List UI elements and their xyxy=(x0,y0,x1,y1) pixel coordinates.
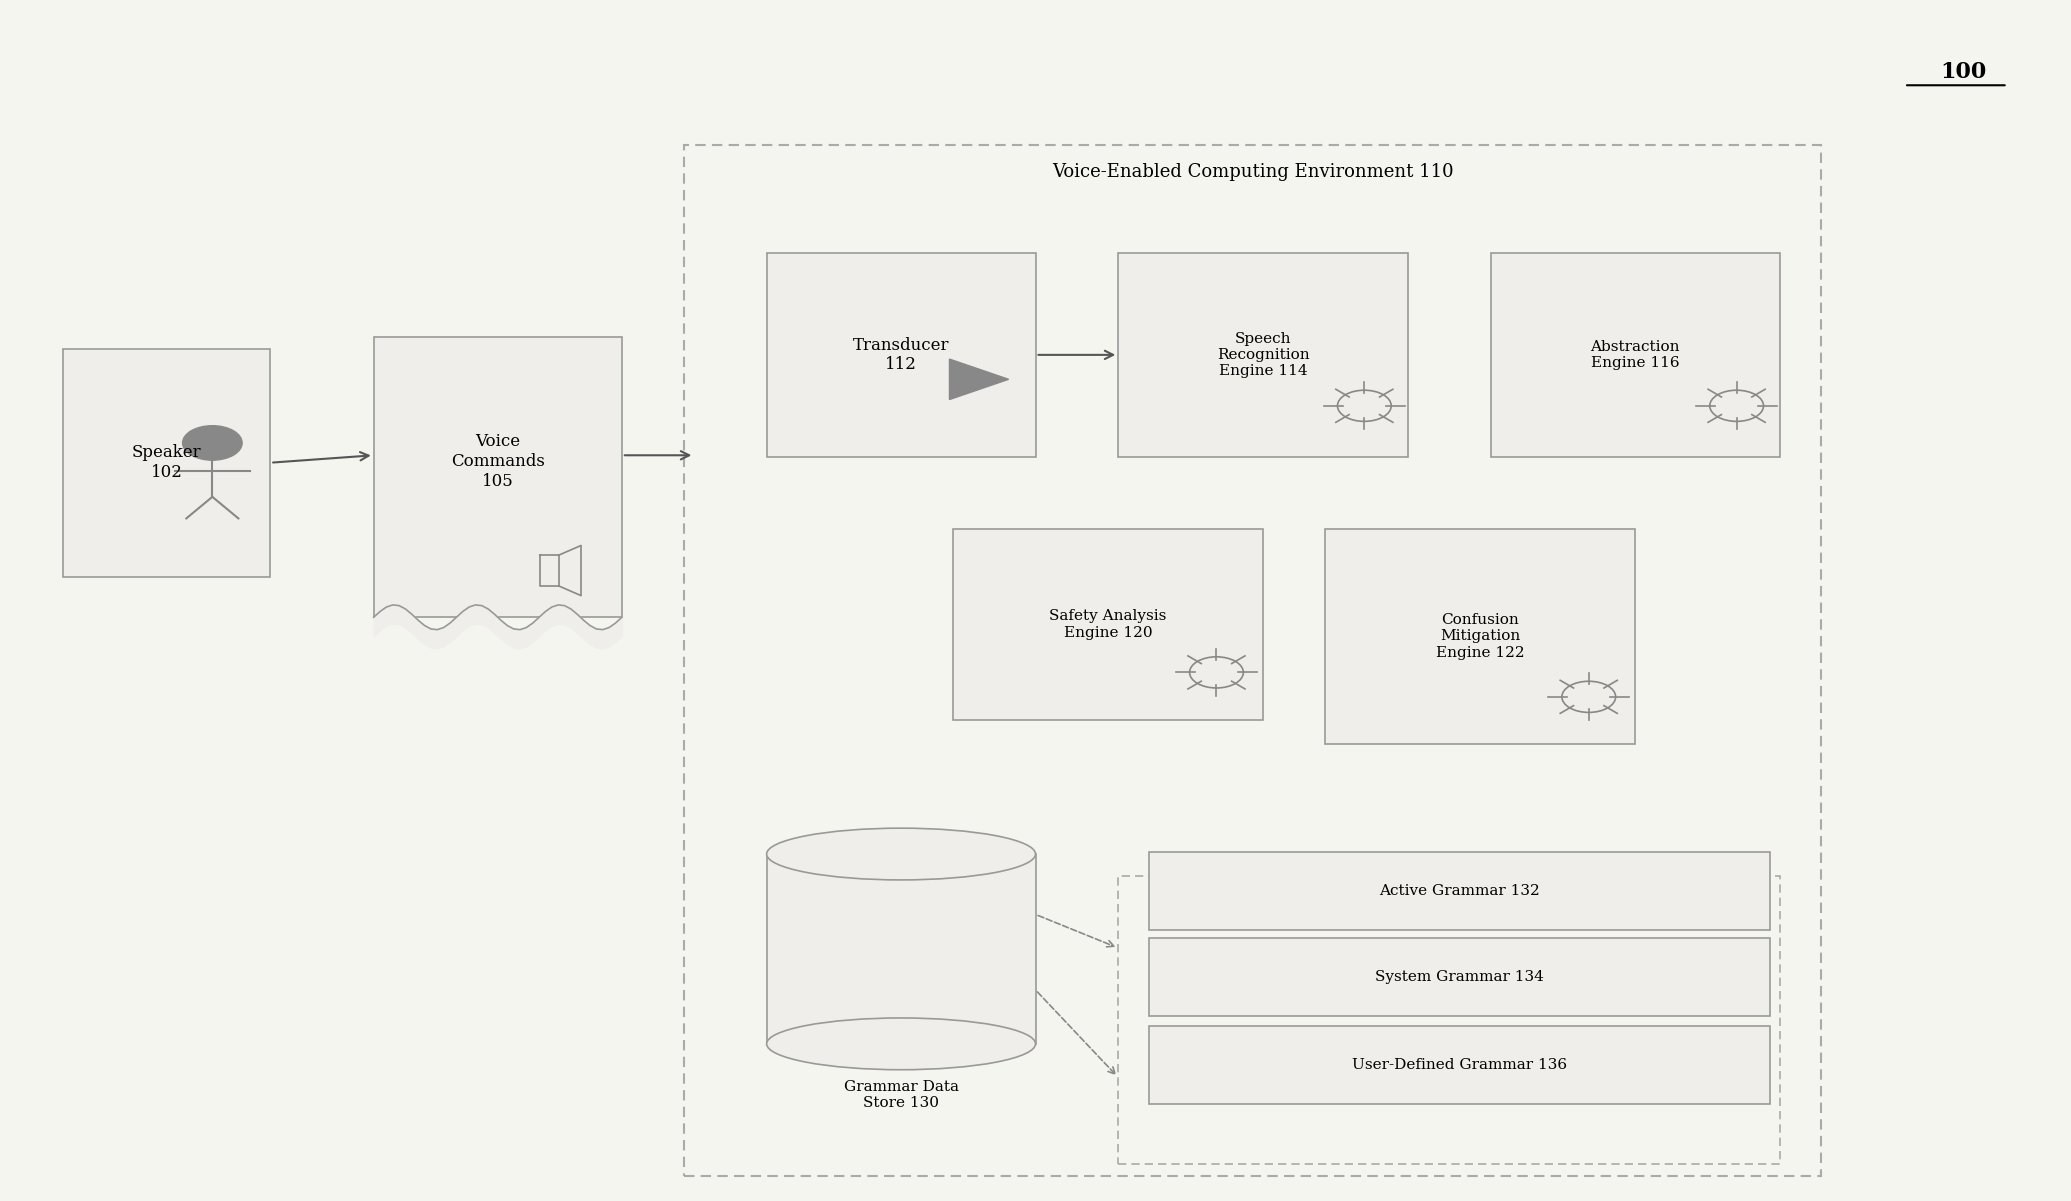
FancyBboxPatch shape xyxy=(766,253,1036,456)
FancyBboxPatch shape xyxy=(1149,1026,1771,1104)
Text: Grammar Data
Store 130: Grammar Data Store 130 xyxy=(843,1080,959,1110)
Text: Abstraction
Engine 116: Abstraction Engine 116 xyxy=(1591,340,1680,370)
FancyBboxPatch shape xyxy=(1149,853,1771,930)
Ellipse shape xyxy=(766,1018,1036,1070)
Circle shape xyxy=(182,425,242,460)
Text: Speaker
102: Speaker 102 xyxy=(133,444,201,482)
Text: 100: 100 xyxy=(1941,61,1986,83)
Ellipse shape xyxy=(766,829,1036,880)
FancyBboxPatch shape xyxy=(953,528,1263,721)
Text: Confusion
Mitigation
Engine 122: Confusion Mitigation Engine 122 xyxy=(1435,614,1524,659)
FancyBboxPatch shape xyxy=(1149,938,1771,1016)
FancyBboxPatch shape xyxy=(1118,253,1408,456)
Text: Active Grammar 132: Active Grammar 132 xyxy=(1379,884,1541,898)
FancyBboxPatch shape xyxy=(1491,253,1781,456)
Bar xyxy=(766,854,1036,1044)
FancyBboxPatch shape xyxy=(1325,528,1636,745)
Text: Speech
Recognition
Engine 114: Speech Recognition Engine 114 xyxy=(1216,331,1309,378)
Text: System Grammar 134: System Grammar 134 xyxy=(1375,970,1543,985)
Text: Voice
Commands
105: Voice Commands 105 xyxy=(451,434,545,490)
Text: User-Defined Grammar 136: User-Defined Grammar 136 xyxy=(1352,1058,1568,1071)
Polygon shape xyxy=(949,359,1009,400)
FancyBboxPatch shape xyxy=(373,337,621,617)
Text: Transducer
112: Transducer 112 xyxy=(853,336,949,374)
Text: Voice-Enabled Computing Environment 110: Voice-Enabled Computing Environment 110 xyxy=(1052,163,1454,181)
Text: Safety Analysis
Engine 120: Safety Analysis Engine 120 xyxy=(1050,609,1166,640)
FancyBboxPatch shape xyxy=(64,348,269,576)
